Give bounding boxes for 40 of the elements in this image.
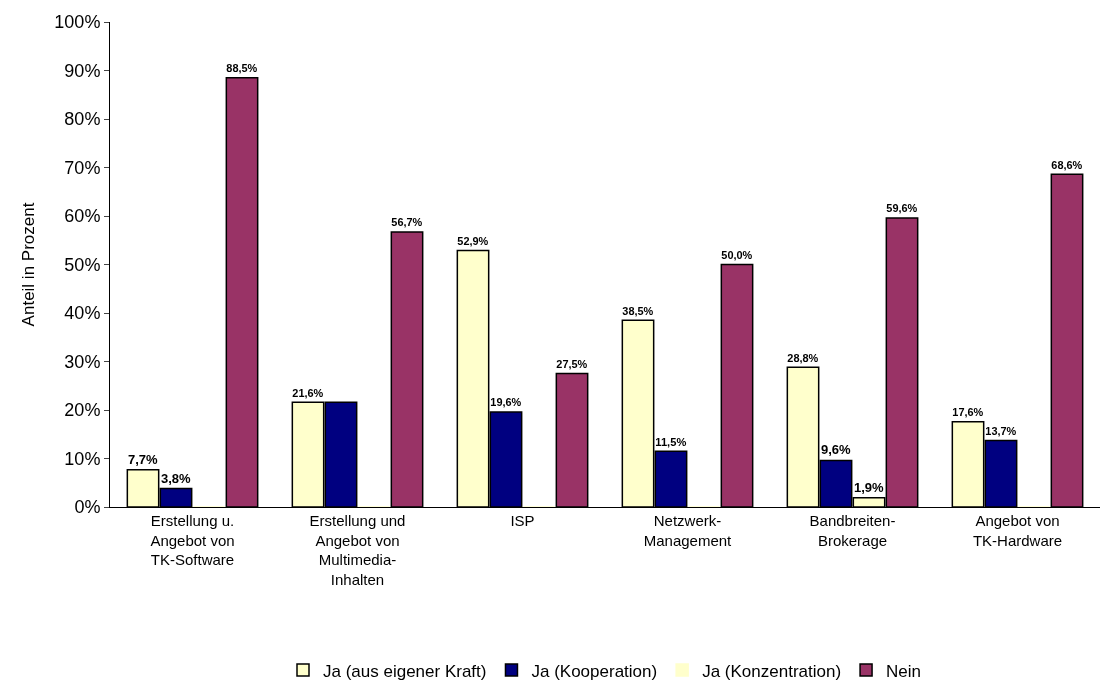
- data-label: 28,8%: [787, 351, 819, 364]
- y-tick-label: 30%: [64, 351, 101, 372]
- data-label: 27,5%: [556, 358, 588, 371]
- data-label: 1,9%: [853, 479, 885, 495]
- y-tick-label: 50%: [64, 254, 101, 275]
- x-tick-label: ISP: [510, 512, 535, 529]
- y-tick-label: 90%: [64, 60, 101, 81]
- data-label: 7,7%: [127, 451, 159, 467]
- x-tick-label: Erstellung u. Angebot von TK-Software: [150, 512, 235, 568]
- data-label: 9,6%: [820, 442, 852, 458]
- legend-label: Ja (aus eigener Kraft): [323, 661, 487, 681]
- data-label: 19,6%: [490, 396, 522, 409]
- data-label: 50,0%: [721, 248, 753, 261]
- data-label: 11,5%: [655, 435, 687, 448]
- y-tick-label: 0%: [74, 497, 101, 518]
- y-tick-label: 100%: [54, 12, 101, 33]
- y-tick-label: 80%: [64, 109, 101, 130]
- data-label: 56,7%: [391, 216, 423, 229]
- legend-label: Nein: [886, 661, 922, 681]
- x-tick-label: Netzwerk- Management: [643, 512, 733, 549]
- y-tick-label: 70%: [64, 157, 101, 178]
- y-tick-label: 40%: [64, 303, 101, 324]
- data-label: 52,9%: [457, 234, 489, 247]
- legend-label: Ja (Konzentration): [702, 661, 842, 681]
- data-label: 21,6%: [292, 386, 324, 399]
- x-tick-label: Angebot von TK-Hardware: [972, 512, 1063, 549]
- data-label: 59,6%: [886, 202, 918, 215]
- data-label: 88,5%: [226, 62, 258, 75]
- data-label: 13,7%: [985, 425, 1017, 438]
- y-tick-label: 60%: [64, 206, 101, 227]
- data-label: 17,6%: [952, 406, 984, 419]
- data-label: 68,6%: [1051, 158, 1083, 171]
- data-label: 38,5%: [622, 304, 654, 317]
- x-tick-label: Bandbreiten- Brokerage: [809, 512, 896, 549]
- y-tick-label: 20%: [64, 400, 101, 421]
- legend-label: Ja (Kooperation): [531, 661, 658, 681]
- y-axis-title: Anteil in Prozent: [18, 202, 38, 327]
- x-tick-label: Erstellung und Angebot von Multimedia- Inhalten: [309, 512, 406, 588]
- y-tick-label: 10%: [64, 448, 101, 469]
- data-label: 3,8%: [160, 470, 192, 486]
